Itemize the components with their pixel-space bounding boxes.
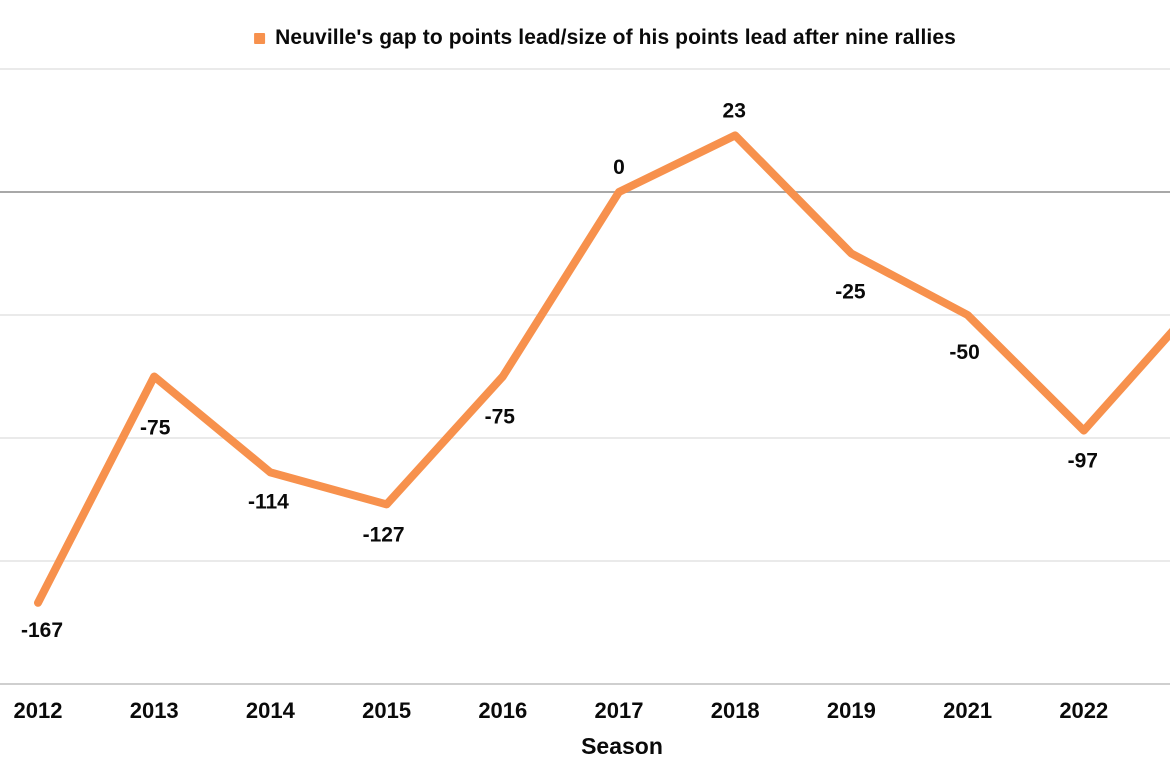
x-tick-label: 2015 [362, 698, 411, 723]
x-tick-label: 2019 [827, 698, 876, 723]
data-point-label: -167 [21, 619, 63, 642]
x-tick-label: 2012 [14, 698, 63, 723]
series-line [34, 131, 1170, 607]
x-tick-label: 2017 [595, 698, 644, 723]
x-tick-label: 2013 [130, 698, 179, 723]
x-axis-title: Season [581, 733, 663, 759]
data-point-label: -50 [949, 341, 979, 364]
x-tick-label: 2022 [1059, 698, 1108, 723]
x-tick-label: 2014 [246, 698, 296, 723]
data-point-label: -75 [140, 417, 171, 440]
data-point-label: -75 [485, 406, 516, 429]
data-point-label: 0 [613, 156, 625, 179]
data-point-label: 23 [723, 99, 746, 122]
legend-marker-square [254, 32, 266, 44]
x-tick-label: 2018 [711, 698, 760, 723]
data-point-label: -127 [363, 523, 405, 546]
legend: Neuville's gap to points lead/size of hi… [254, 26, 956, 50]
legend-series-label: Neuville's gap to points lead/size of hi… [275, 26, 956, 49]
x-tick-label: 2016 [478, 698, 527, 723]
data-point-label: -114 [248, 490, 289, 513]
data-point-label: -97 [1068, 450, 1098, 473]
x-tick-label: 2021 [943, 698, 992, 723]
data-point-label: -25 [835, 281, 866, 304]
